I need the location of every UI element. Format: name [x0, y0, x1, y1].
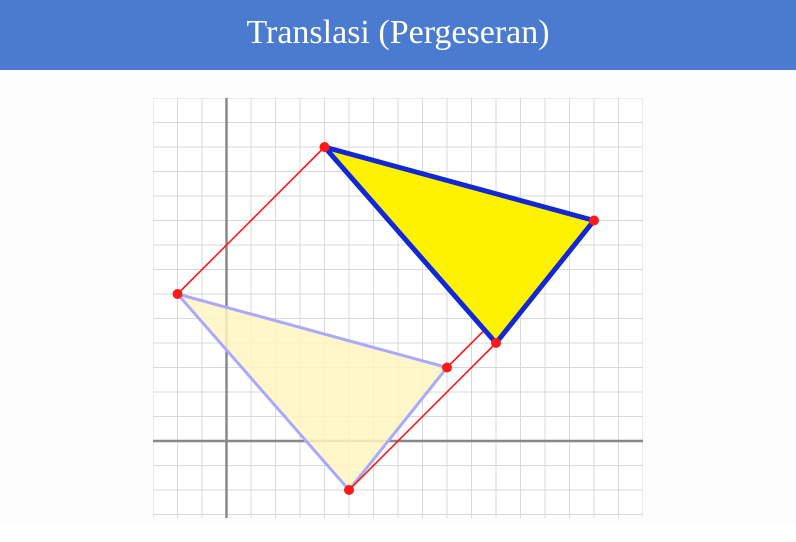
graph-container — [153, 98, 643, 523]
page-title: Translasi (Pergeseran) — [0, 14, 796, 52]
translation-diagram — [153, 98, 643, 518]
title-header: Translasi (Pergeseran) — [0, 0, 796, 70]
content-area — [0, 70, 796, 523]
